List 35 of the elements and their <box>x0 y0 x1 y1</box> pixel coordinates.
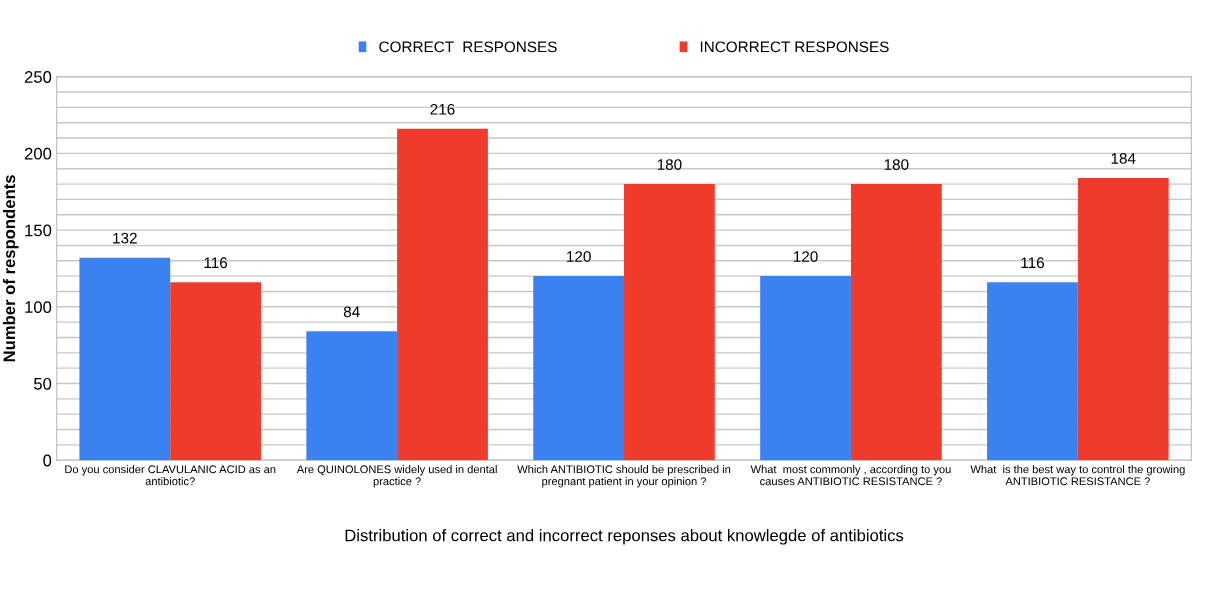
y-tick-label: 150 <box>25 224 52 237</box>
bar <box>533 276 625 461</box>
bar <box>624 184 715 461</box>
data-label: 180 <box>657 159 682 170</box>
data-label: 120 <box>793 251 818 262</box>
data-label: 132 <box>113 232 137 244</box>
x-tick-label: What is the best way to control the growing ANTIBIOTIC RESISTANCE ? <box>970 465 1185 486</box>
bar <box>850 184 942 461</box>
x-tick-label: Are QUINOLONES widely used in dental practice ? <box>296 465 497 488</box>
data-label: 216 <box>430 103 455 115</box>
bar <box>306 331 398 461</box>
x-tick-label: Which ANTIBIOTIC should be prescribed in pregnant patient in your opinion ? <box>517 465 731 488</box>
data-label: 116 <box>1021 257 1044 269</box>
y-tick-label: 250 <box>24 71 52 83</box>
data-label: 84 <box>343 306 360 318</box>
data-label: 120 <box>567 251 591 262</box>
bar <box>1077 177 1169 461</box>
y-tick-label: 0 <box>43 454 52 467</box>
legend-label: INCORRECT RESPONSES <box>700 41 889 53</box>
x-tick-label: What most commonly , according to you causes ANTIBIOTIC RESISTANCE ? <box>750 465 951 486</box>
data-label: 180 <box>884 159 909 170</box>
data-label: 184 <box>1111 152 1136 164</box>
y-tick-label: 50 <box>34 377 52 390</box>
y-tick-label: 100 <box>25 301 52 313</box>
legend-label: CORRECT RESPONSES <box>379 41 557 53</box>
x-axis-title: Distribution of correct and incorrect reponses about knowlegde of antibiotics <box>345 529 904 545</box>
data-label: 116 <box>204 257 228 269</box>
bar <box>397 128 488 461</box>
bar <box>170 282 261 461</box>
y-tick-label: 200 <box>24 147 52 160</box>
bar <box>760 276 851 461</box>
bar <box>79 257 171 461</box>
y-axis-title: Number of respondents <box>2 175 19 362</box>
bar <box>987 282 1078 461</box>
x-tick-label: Do you consider CLAVULANIC ACID as an antibiotic? <box>65 465 276 486</box>
